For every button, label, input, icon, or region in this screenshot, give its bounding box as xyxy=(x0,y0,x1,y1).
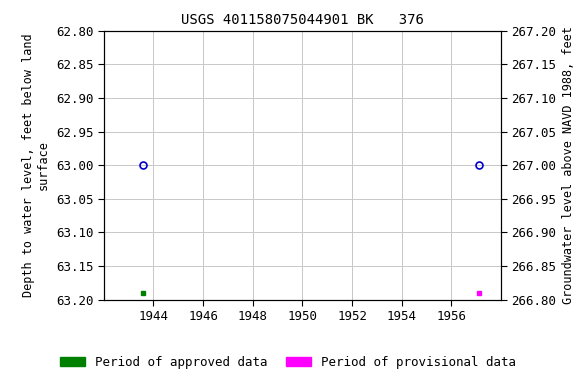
Y-axis label: Depth to water level, feet below land
surface: Depth to water level, feet below land su… xyxy=(22,33,50,297)
Legend: Period of approved data, Period of provisional data: Period of approved data, Period of provi… xyxy=(55,351,521,374)
Title: USGS 401158075044901 BK   376: USGS 401158075044901 BK 376 xyxy=(181,13,424,27)
Y-axis label: Groundwater level above NAVD 1988, feet: Groundwater level above NAVD 1988, feet xyxy=(562,26,575,304)
